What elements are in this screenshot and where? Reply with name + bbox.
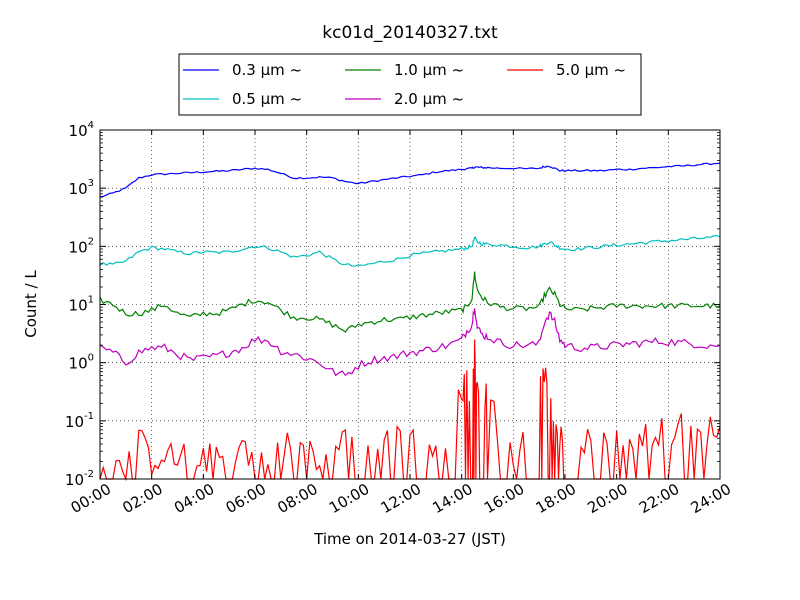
legend-label: 0.3 μm ~: [232, 61, 302, 79]
legend-label: 1.0 μm ~: [394, 61, 464, 79]
legend-label: 0.5 μm ~: [232, 90, 302, 108]
x-axis-label: Time on 2014-03-27 (JST): [313, 530, 506, 548]
legend-entry-0p3um: 0.3 μm ~: [183, 61, 302, 79]
legend-label: 5.0 μm ~: [556, 61, 626, 79]
series-line-0p3um: [99, 162, 721, 198]
series-line-0p5um: [99, 234, 721, 267]
legend: 0.3 μm ~ 0.5 μm ~ 1.0 μm ~ 2.0 μm ~ 5.0 μm ~: [178, 53, 642, 116]
legend-entry-2p0um: 2.0 μm ~: [345, 90, 464, 108]
y-axis-label: Count / L: [22, 270, 40, 338]
plot-area: 00:00 02:00 04:00 06:00 08:00 10:00 12:00 14:00…: [65, 120, 734, 517]
legend-label: 2.0 μm ~: [394, 90, 464, 108]
legend-entry-0p5um: 0.5 μm ~: [183, 90, 302, 108]
y-tick-label: 100: [69, 353, 94, 373]
series-line-1p0um: [99, 271, 721, 333]
chart-title: kc01d_20140327.txt: [322, 23, 498, 43]
y-axis-ticks: 10-2 10-1 100 101 102 103 104: [65, 120, 720, 489]
legend-box: [178, 53, 642, 116]
y-tick-label: 102: [69, 236, 94, 256]
y-tick-label: 101: [69, 295, 94, 315]
legend-entry-5p0um: 5.0 μm ~: [507, 61, 626, 79]
y-tick-label: 10-1: [65, 411, 94, 431]
legend-entry-1p0um: 1.0 μm ~: [345, 61, 464, 79]
y-tick-label: 10-2: [65, 469, 94, 489]
series-line-2p0um: [99, 308, 721, 377]
y-tick-label: 103: [69, 178, 94, 198]
y-tick-label: 104: [69, 120, 94, 140]
